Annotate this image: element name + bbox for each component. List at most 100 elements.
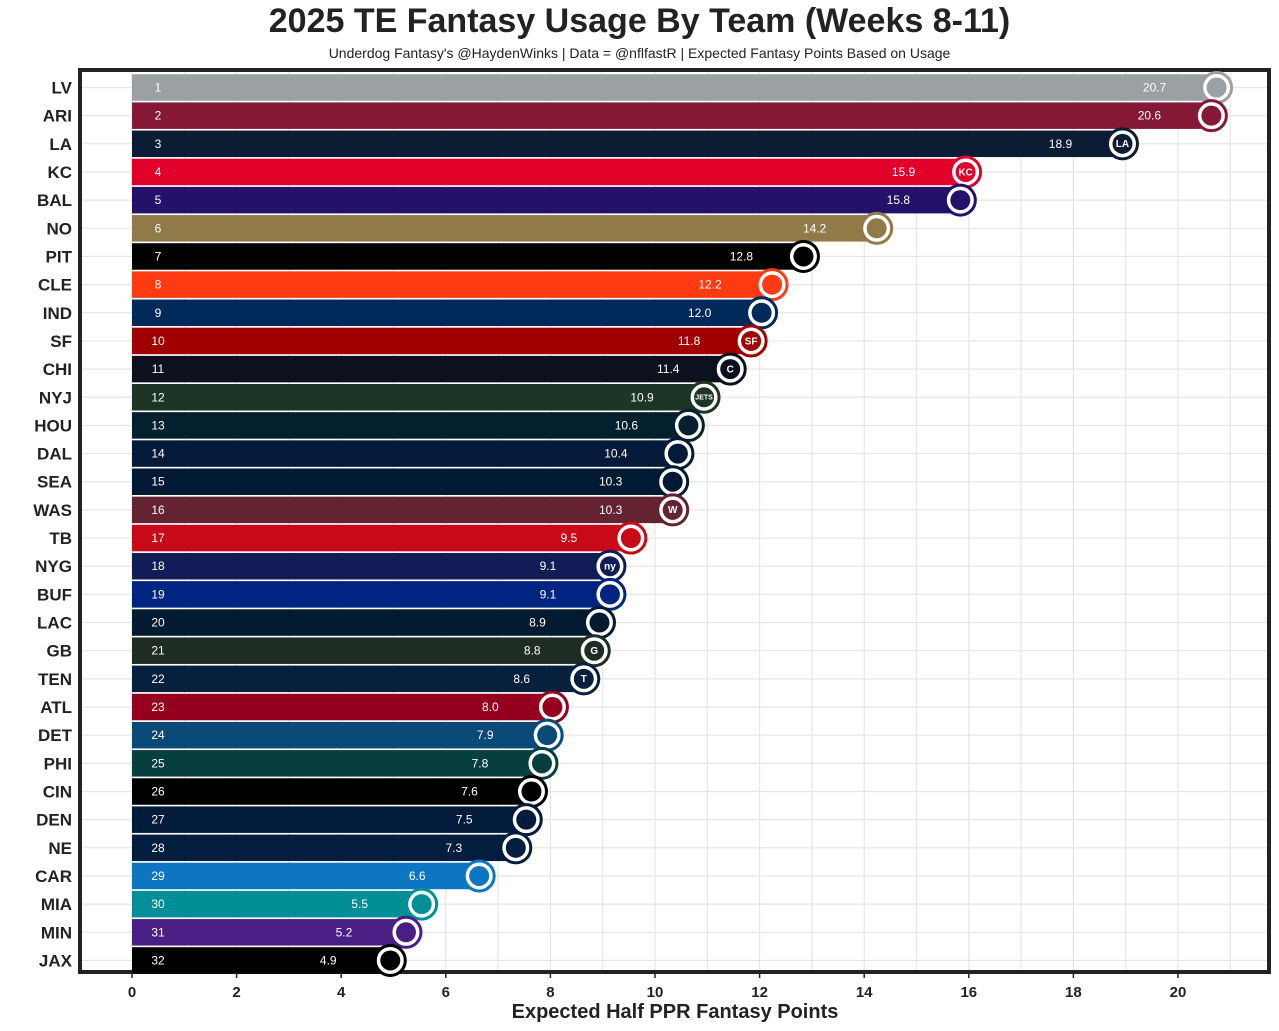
value-label: 8.0: [482, 700, 499, 714]
rank-label: 28: [151, 841, 165, 855]
logo-center: [380, 950, 401, 971]
x-tick-label: 8: [546, 984, 554, 1001]
value-label: 12.0: [688, 306, 712, 320]
titans-logo: T: [567, 662, 601, 696]
y-label-kc: KC: [47, 163, 72, 182]
bar-was: [132, 496, 671, 524]
49ers-logo: SF: [734, 324, 768, 358]
logo-center: [662, 499, 683, 520]
bar-ne: [132, 834, 514, 862]
rank-label: 30: [151, 897, 165, 911]
logo-lettering: JETS: [695, 395, 713, 402]
falcons-logo: [535, 690, 569, 724]
bar-atl: [132, 693, 551, 721]
bar-tb: [132, 524, 629, 552]
x-tick-label: 2: [232, 984, 240, 1001]
y-label-was: WAS: [33, 501, 72, 520]
rank-label: 1: [155, 81, 162, 95]
logo-center: [720, 359, 741, 380]
rams-logo: LA: [1105, 127, 1139, 161]
chart-subtitle: Underdog Fantasy's @HaydenWinks | Data =…: [328, 45, 951, 61]
rank-label: 11: [152, 362, 165, 376]
y-label-ne: NE: [48, 839, 72, 858]
y-label-min: MIN: [41, 923, 72, 942]
logo-center: [573, 668, 594, 689]
y-label-sf: SF: [50, 332, 72, 351]
rank-label: 9: [155, 306, 162, 320]
y-label-car: CAR: [35, 867, 72, 886]
bar-buf: [132, 581, 608, 608]
bar-nyj: [132, 384, 703, 411]
y-label-cin: CIN: [43, 783, 72, 802]
value-label: 7.6: [461, 785, 478, 799]
y-label-det: DET: [38, 726, 73, 745]
x-tick-label: 12: [751, 984, 768, 1001]
value-label: 12.2: [698, 278, 722, 292]
rank-label: 15: [151, 475, 165, 489]
logo-lettering: LA: [1116, 139, 1129, 150]
logo-center: [866, 218, 887, 239]
bengals-logo: [514, 775, 548, 808]
y-label-mia: MIA: [41, 895, 72, 914]
logo-center: [469, 865, 490, 886]
bills-logo: [593, 577, 627, 611]
buccaneers-logo: [614, 521, 648, 555]
y-label-ari: ARI: [43, 107, 72, 126]
y-label-dal: DAL: [37, 445, 72, 464]
x-tick-label: 14: [856, 984, 873, 1001]
ravens-logo: [943, 183, 977, 217]
bar-kc: [132, 158, 964, 186]
packers-logo: G: [577, 634, 611, 668]
bar-cle: [132, 271, 771, 298]
y-label-lac: LAC: [37, 614, 72, 633]
value-label: 20.7: [1143, 81, 1167, 95]
logo-center: [955, 161, 976, 182]
rank-label: 6: [155, 221, 162, 235]
logo-center: [620, 528, 641, 549]
value-label: 5.2: [336, 925, 353, 939]
cowboys-logo: [661, 437, 695, 471]
rank-label: 24: [151, 728, 165, 742]
value-label: 9.1: [540, 587, 557, 601]
logo-center: [762, 274, 783, 295]
raiders-logo: [1200, 71, 1234, 104]
x-tick-label: 0: [128, 984, 136, 1001]
value-label: 8.9: [529, 616, 546, 630]
x-tick-label: 16: [960, 984, 977, 1001]
jets-logo: JETS: [687, 380, 721, 414]
value-label: 7.3: [445, 841, 462, 855]
commanders-logo: W: [656, 493, 690, 527]
logo-center: [584, 640, 605, 661]
logo-center: [411, 894, 432, 915]
logo-center: [1206, 77, 1227, 98]
saints-logo: [860, 211, 894, 245]
value-label: 8.8: [524, 644, 541, 658]
broncos-logo: [509, 803, 543, 837]
rank-label: 5: [155, 193, 162, 207]
bar-phi: [132, 750, 540, 777]
rank-label: 31: [151, 925, 165, 939]
bar-hou: [132, 412, 687, 439]
x-tick-label: 4: [337, 984, 346, 1001]
value-label: 6.6: [409, 869, 426, 883]
bar-den: [132, 806, 525, 833]
bars: 1 20.72 20.63 18.94 15.95 15.86 14.27 12.88 12.2…: [132, 74, 1215, 974]
bar-la: [132, 130, 1121, 158]
jaguars-logo: [373, 943, 407, 977]
value-label: 7.5: [456, 813, 473, 827]
rank-label: 4: [155, 165, 162, 179]
y-label-cle: CLE: [38, 276, 72, 295]
value-label: 7.8: [472, 756, 489, 770]
value-label: 14.2: [803, 221, 827, 235]
logo-lettering: C: [727, 364, 734, 375]
giants-logo: ny: [593, 549, 627, 583]
seahawks-logo: [656, 465, 690, 499]
vikings-logo: [389, 915, 423, 949]
logo-center: [395, 922, 416, 943]
bar-lv: [132, 74, 1215, 101]
bar-bal: [132, 186, 959, 214]
logo-center: [599, 556, 620, 577]
patriots-logo: [499, 831, 533, 865]
logo-center: [694, 387, 715, 408]
bar-no: [132, 215, 875, 242]
